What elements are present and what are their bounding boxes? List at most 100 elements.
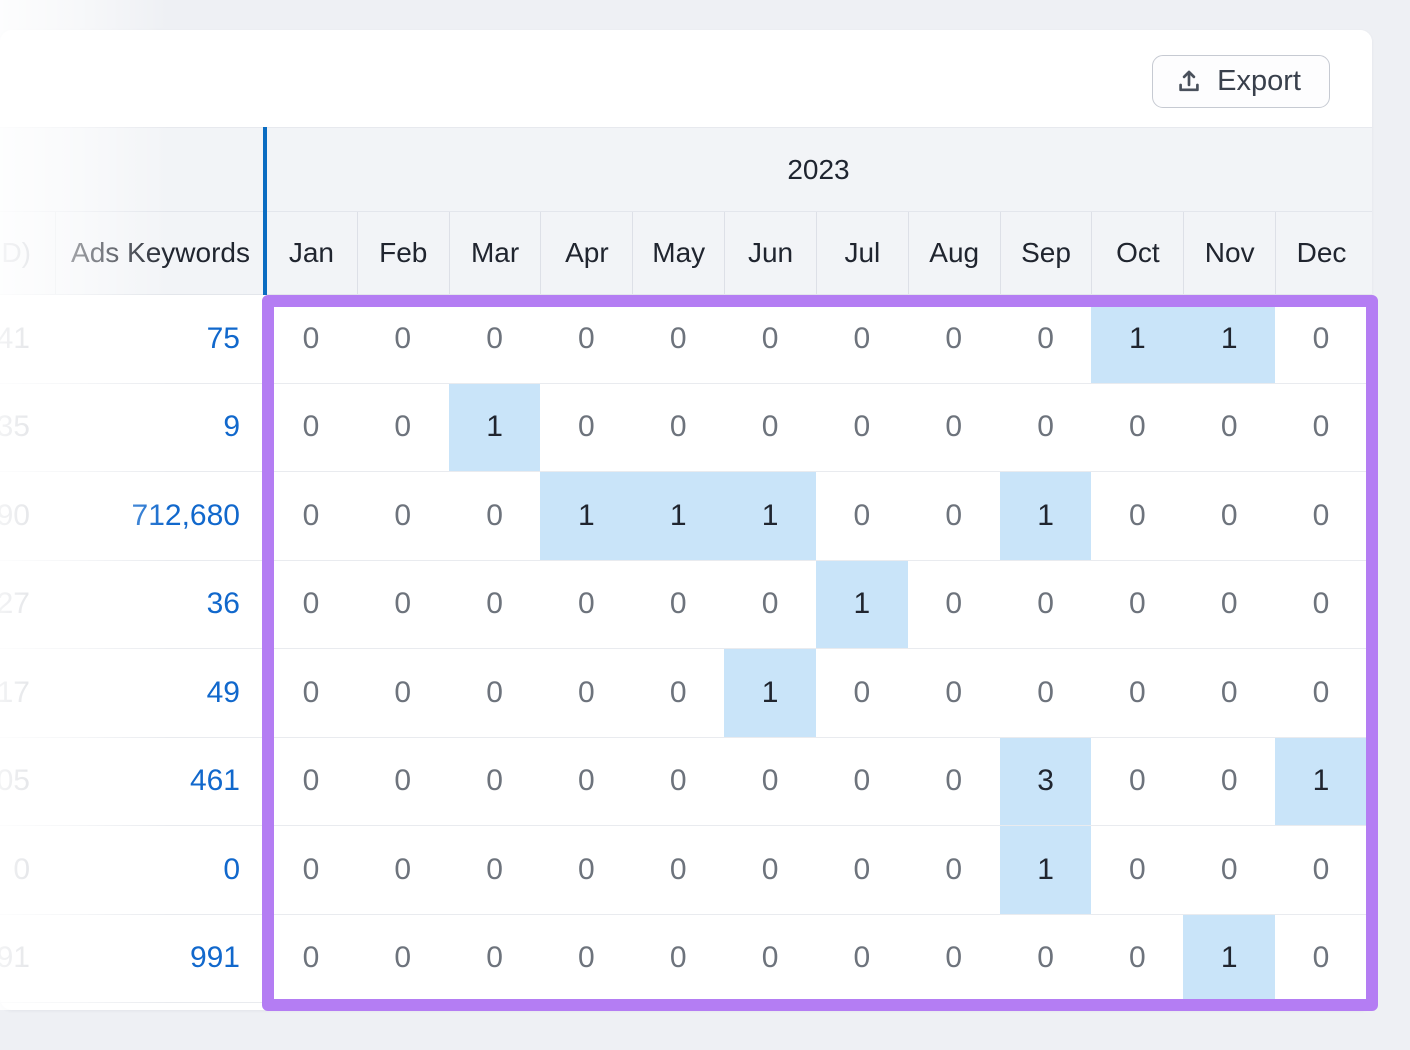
month-cell-mar: 0	[486, 852, 503, 886]
ads-keywords-link[interactable]: 75	[206, 321, 240, 355]
month-cell-sep: 0	[1037, 587, 1054, 621]
month-header-cell-dec: Dec	[1275, 212, 1367, 294]
month-cell-jun: 1	[724, 649, 816, 737]
month-cell-nov: 0	[1220, 764, 1238, 798]
month-cell-dec: 0	[1312, 321, 1330, 355]
frozen-column-divider	[263, 127, 267, 295]
month-cell-feb: 0	[394, 852, 412, 886]
month-cell-nov: 1	[1183, 914, 1276, 1002]
table-row: 27 36 0 0 0 0 0 0 1 0 0 0 0 0	[0, 560, 1372, 649]
table-row: 17 49 0 0 0 0 0 1 0 0 0 0 0 0	[0, 649, 1372, 738]
month-header-cell-sep: Sep	[999, 212, 1092, 294]
table-row: 41 75 0 0 0 0 0 0 0 0 0 1 1 0	[0, 295, 1372, 384]
month-cell-aug: 0	[945, 410, 963, 444]
kd-value-partial: 0	[13, 852, 30, 886]
ads-keywords-link[interactable]: 36	[206, 587, 240, 621]
month-cell-sep: 1	[999, 472, 1092, 560]
month-cell-oct: 0	[1129, 675, 1146, 709]
upload-icon	[1175, 68, 1203, 96]
month-cell-may: 0	[669, 410, 687, 444]
month-cell-nov: 1	[1183, 295, 1276, 383]
ads-keywords-link[interactable]: 461	[189, 764, 240, 798]
month-cell-apr: 0	[578, 410, 595, 444]
month-cell-dec: 0	[1312, 941, 1330, 975]
month-cell-aug: 0	[945, 587, 963, 621]
kd-value-partial: 35	[0, 410, 30, 444]
month-header-cell-oct: Oct	[1091, 212, 1183, 294]
month-cell-may: 0	[669, 587, 687, 621]
month-cell-nov: 0	[1220, 410, 1238, 444]
month-cell-oct: 0	[1129, 941, 1146, 975]
month-cell-nov: 0	[1220, 498, 1238, 532]
month-cell-may: 0	[669, 321, 687, 355]
month-header-cell-jun: Jun	[724, 212, 816, 294]
ads-keywords-link[interactable]: 49	[206, 675, 240, 709]
month-cell-jun: 0	[761, 941, 779, 975]
month-cell-sep: 0	[1037, 321, 1054, 355]
month-cell-aug: 0	[945, 852, 963, 886]
month-cell-jun: 0	[761, 764, 779, 798]
month-cell-mar: 1	[448, 383, 541, 471]
year-header-band: 2023	[0, 127, 1372, 212]
month-cell-jun: 0	[761, 410, 779, 444]
month-header-cell-may: May	[632, 212, 724, 294]
month-cell-jan: 0	[302, 410, 320, 444]
month-cell-apr: 0	[578, 764, 595, 798]
month-cell-oct: 0	[1129, 587, 1146, 621]
month-header-cell-jul: Jul	[815, 212, 908, 294]
ads-keywords-link[interactable]: 991	[189, 941, 240, 975]
month-cell-dec: 0	[1312, 675, 1330, 709]
month-cell-apr: 0	[578, 852, 595, 886]
month-cell-jan: 0	[302, 852, 320, 886]
kd-value-partial: 91	[0, 941, 30, 975]
month-cell-aug: 0	[945, 321, 963, 355]
month-cell-may: 0	[669, 941, 687, 975]
month-cell-nov: 0	[1220, 852, 1238, 886]
table-row: 0 0 0 0 0 0 0 0 0 0 1 0 0 0	[0, 826, 1372, 915]
month-cell-may: 0	[669, 764, 687, 798]
month-cell-jul: 1	[815, 560, 908, 648]
ads-keywords-header: Ads Keywords	[55, 212, 265, 294]
month-cell-jan: 0	[302, 587, 320, 621]
month-cell-dec: 0	[1312, 410, 1330, 444]
kd-value-partial: 05	[0, 764, 30, 798]
month-cell-jul: 0	[853, 410, 871, 444]
ads-keywords-link[interactable]: 0	[223, 852, 240, 886]
ads-keywords-link[interactable]: 9	[223, 410, 240, 444]
month-cell-apr: 0	[578, 321, 595, 355]
month-cell-mar: 0	[486, 675, 503, 709]
month-cell-sep: 0	[1037, 675, 1054, 709]
month-cell-may: 0	[669, 852, 687, 886]
export-button[interactable]: Export	[1152, 55, 1330, 108]
month-cell-aug: 0	[945, 675, 963, 709]
month-cell-sep: 3	[999, 737, 1092, 825]
table-row: 90 712,680 0 0 0 1 1 1 0 0 1 0 0 0	[0, 472, 1372, 561]
month-header-cell-aug: Aug	[907, 212, 1000, 294]
table-body: 41 75 0 0 0 0 0 0 0 0 0 1 1 0 35 9 0 0 1 0 0 0 0 0 0 0 0 0 90 712,680…	[0, 295, 1372, 1003]
month-cell-feb: 0	[394, 764, 412, 798]
month-cell-jun: 0	[761, 587, 779, 621]
month-header-cell-mar: Mar	[448, 212, 541, 294]
month-cell-jul: 0	[853, 941, 871, 975]
month-cell-dec: 1	[1275, 737, 1367, 825]
month-cell-jan: 0	[302, 941, 320, 975]
month-cell-nov: 0	[1220, 675, 1238, 709]
month-cell-jan: 0	[302, 321, 320, 355]
month-cell-aug: 0	[945, 764, 963, 798]
ads-keywords-link[interactable]: 712,680	[131, 498, 240, 532]
month-cell-jul: 0	[853, 498, 871, 532]
month-cell-jul: 0	[853, 852, 871, 886]
month-cell-jan: 0	[302, 675, 320, 709]
month-cell-apr: 0	[578, 587, 595, 621]
table-row: 91 991 0 0 0 0 0 0 0 0 0 0 1 0	[0, 914, 1372, 1003]
month-cell-oct: 0	[1129, 498, 1146, 532]
month-cell-feb: 0	[394, 410, 412, 444]
month-cell-apr: 0	[578, 941, 595, 975]
kd-header-partial: D)	[1, 237, 31, 268]
report-card: Export 2023 D) Ads Keywords Jan Feb Mar Apr…	[0, 30, 1372, 1010]
kd-value-partial: 27	[0, 587, 30, 621]
kd-value-partial: 90	[0, 498, 30, 532]
month-cell-sep: 0	[1037, 941, 1054, 975]
month-cell-dec: 0	[1312, 587, 1330, 621]
table-row: 05 461 0 0 0 0 0 0 0 0 3 0 0 1	[0, 737, 1372, 826]
